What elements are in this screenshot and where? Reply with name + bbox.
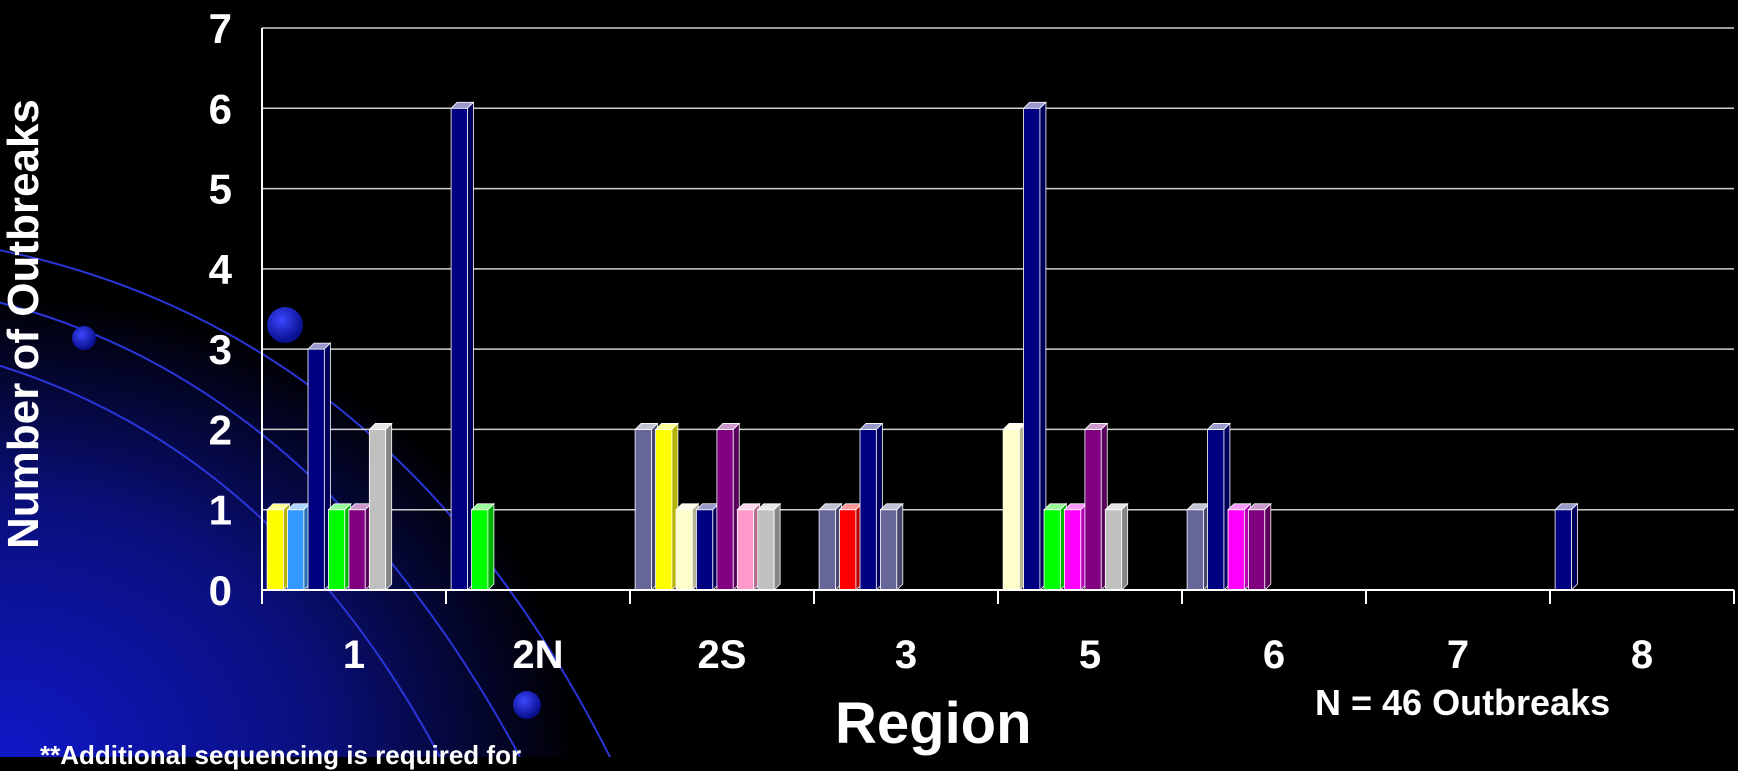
bar-6-2 — [1206, 422, 1231, 591]
bar-2S-5 — [715, 422, 741, 591]
bar-front — [1186, 509, 1204, 591]
y-tick-label: 2 — [209, 406, 232, 453]
bar-6-4 — [1247, 502, 1272, 591]
bar-front — [450, 107, 468, 591]
bar-2N-1 — [450, 101, 475, 591]
bar-front — [1043, 509, 1061, 591]
y-axis-label: Number of Outbreaks — [0, 99, 48, 549]
bar-front — [880, 509, 898, 591]
bar-front — [287, 509, 305, 591]
decor-arc-3 — [0, 364, 441, 757]
bar-side — [773, 502, 781, 591]
bar-2S-3 — [675, 502, 700, 591]
bar-front — [1207, 429, 1225, 591]
bar-2S-6 — [736, 502, 761, 591]
decor-orb-3 — [513, 691, 541, 719]
y-tick-label: 6 — [209, 85, 232, 132]
bar-1-2 — [286, 502, 311, 591]
bar-2S-2 — [654, 422, 679, 591]
bar-3-2 — [838, 502, 863, 591]
bar-1-4 — [327, 502, 352, 591]
bar-1-6 — [368, 422, 393, 591]
bar-front — [757, 509, 775, 591]
bar-front — [1104, 509, 1123, 591]
bar-8-1 — [1554, 502, 1579, 591]
bar-5-4 — [1063, 502, 1088, 591]
bar-2N-2 — [470, 502, 495, 591]
bar-front — [839, 509, 857, 591]
y-tick-label: 5 — [209, 166, 232, 213]
gridlines — [262, 27, 1734, 511]
bar-front — [348, 509, 366, 591]
outbreak-count-annotation: N = 46 Outbreaks — [1315, 682, 1611, 723]
x-tick-label: 1 — [343, 633, 365, 677]
bar-3-3 — [859, 422, 884, 591]
x-axis-label: Region — [835, 691, 1032, 756]
x-tick-label: 2S — [698, 633, 747, 677]
bar-front — [859, 429, 877, 591]
footnote: **Additional sequencing is required for — [40, 740, 522, 770]
bar-3-1 — [818, 502, 843, 591]
bar-1-5 — [347, 502, 373, 591]
bar-front — [736, 509, 755, 591]
bar-side — [1571, 502, 1578, 591]
bars — [266, 101, 1579, 591]
bar-front — [307, 348, 325, 591]
x-tick-label: 3 — [895, 633, 917, 677]
bar-5-2 — [1022, 101, 1047, 591]
bar-5-5 — [1083, 422, 1109, 591]
x-tick-label: 2N — [512, 633, 563, 677]
bar-1-1 — [266, 502, 291, 591]
bar-front — [1554, 509, 1572, 591]
bar-front — [1023, 107, 1041, 591]
bar-front — [716, 429, 734, 591]
x-tick-label: 6 — [1263, 633, 1285, 677]
bar-front — [1084, 429, 1102, 591]
axes — [261, 28, 1735, 604]
bar-front — [1227, 509, 1245, 591]
bar-2S-7 — [756, 502, 782, 591]
bar-1-3 — [307, 342, 332, 591]
bar-front — [655, 429, 673, 591]
bar-front — [368, 429, 387, 591]
bar-front — [634, 429, 652, 591]
bar-front — [818, 509, 836, 591]
bar-front — [471, 509, 489, 591]
bar-3-4 — [879, 502, 904, 591]
bar-side — [487, 502, 495, 591]
decor-orb-2 — [72, 326, 96, 350]
x-tick-label: 8 — [1631, 633, 1653, 677]
bar-2S-4 — [695, 502, 720, 591]
y-tick-label: 3 — [209, 326, 232, 373]
bar-6-1 — [1186, 502, 1211, 591]
bar-front — [1248, 509, 1266, 591]
bar-side — [385, 422, 393, 591]
y-tick-label: 7 — [209, 5, 232, 52]
y-tick-label: 0 — [209, 567, 232, 614]
tick-labels: 0 1 2 3 4 5 6 7 1 2N 2S 3 5 6 7 8 — [209, 5, 1653, 677]
bar-front — [675, 509, 693, 591]
bar-5-6 — [1104, 502, 1129, 591]
x-tick-label: 7 — [1447, 633, 1469, 677]
x-tick-label: 5 — [1079, 633, 1101, 677]
decor-orb-1 — [267, 307, 303, 343]
bar-front — [1002, 429, 1020, 591]
y-tick-label: 1 — [209, 487, 232, 534]
bar-front — [328, 509, 346, 591]
bar-5-1 — [1002, 422, 1027, 591]
bar-5-3 — [1043, 502, 1068, 591]
bar-side — [1121, 502, 1129, 591]
bar-front — [1064, 509, 1082, 591]
bar-front — [266, 509, 284, 591]
bar-2S-1 — [634, 422, 659, 591]
decor-arc-2 — [0, 301, 521, 757]
bar-front — [696, 509, 714, 591]
bar-6-3 — [1227, 502, 1252, 591]
bar-side — [1264, 502, 1272, 591]
bar-side — [896, 502, 904, 591]
y-tick-label: 4 — [209, 246, 233, 293]
